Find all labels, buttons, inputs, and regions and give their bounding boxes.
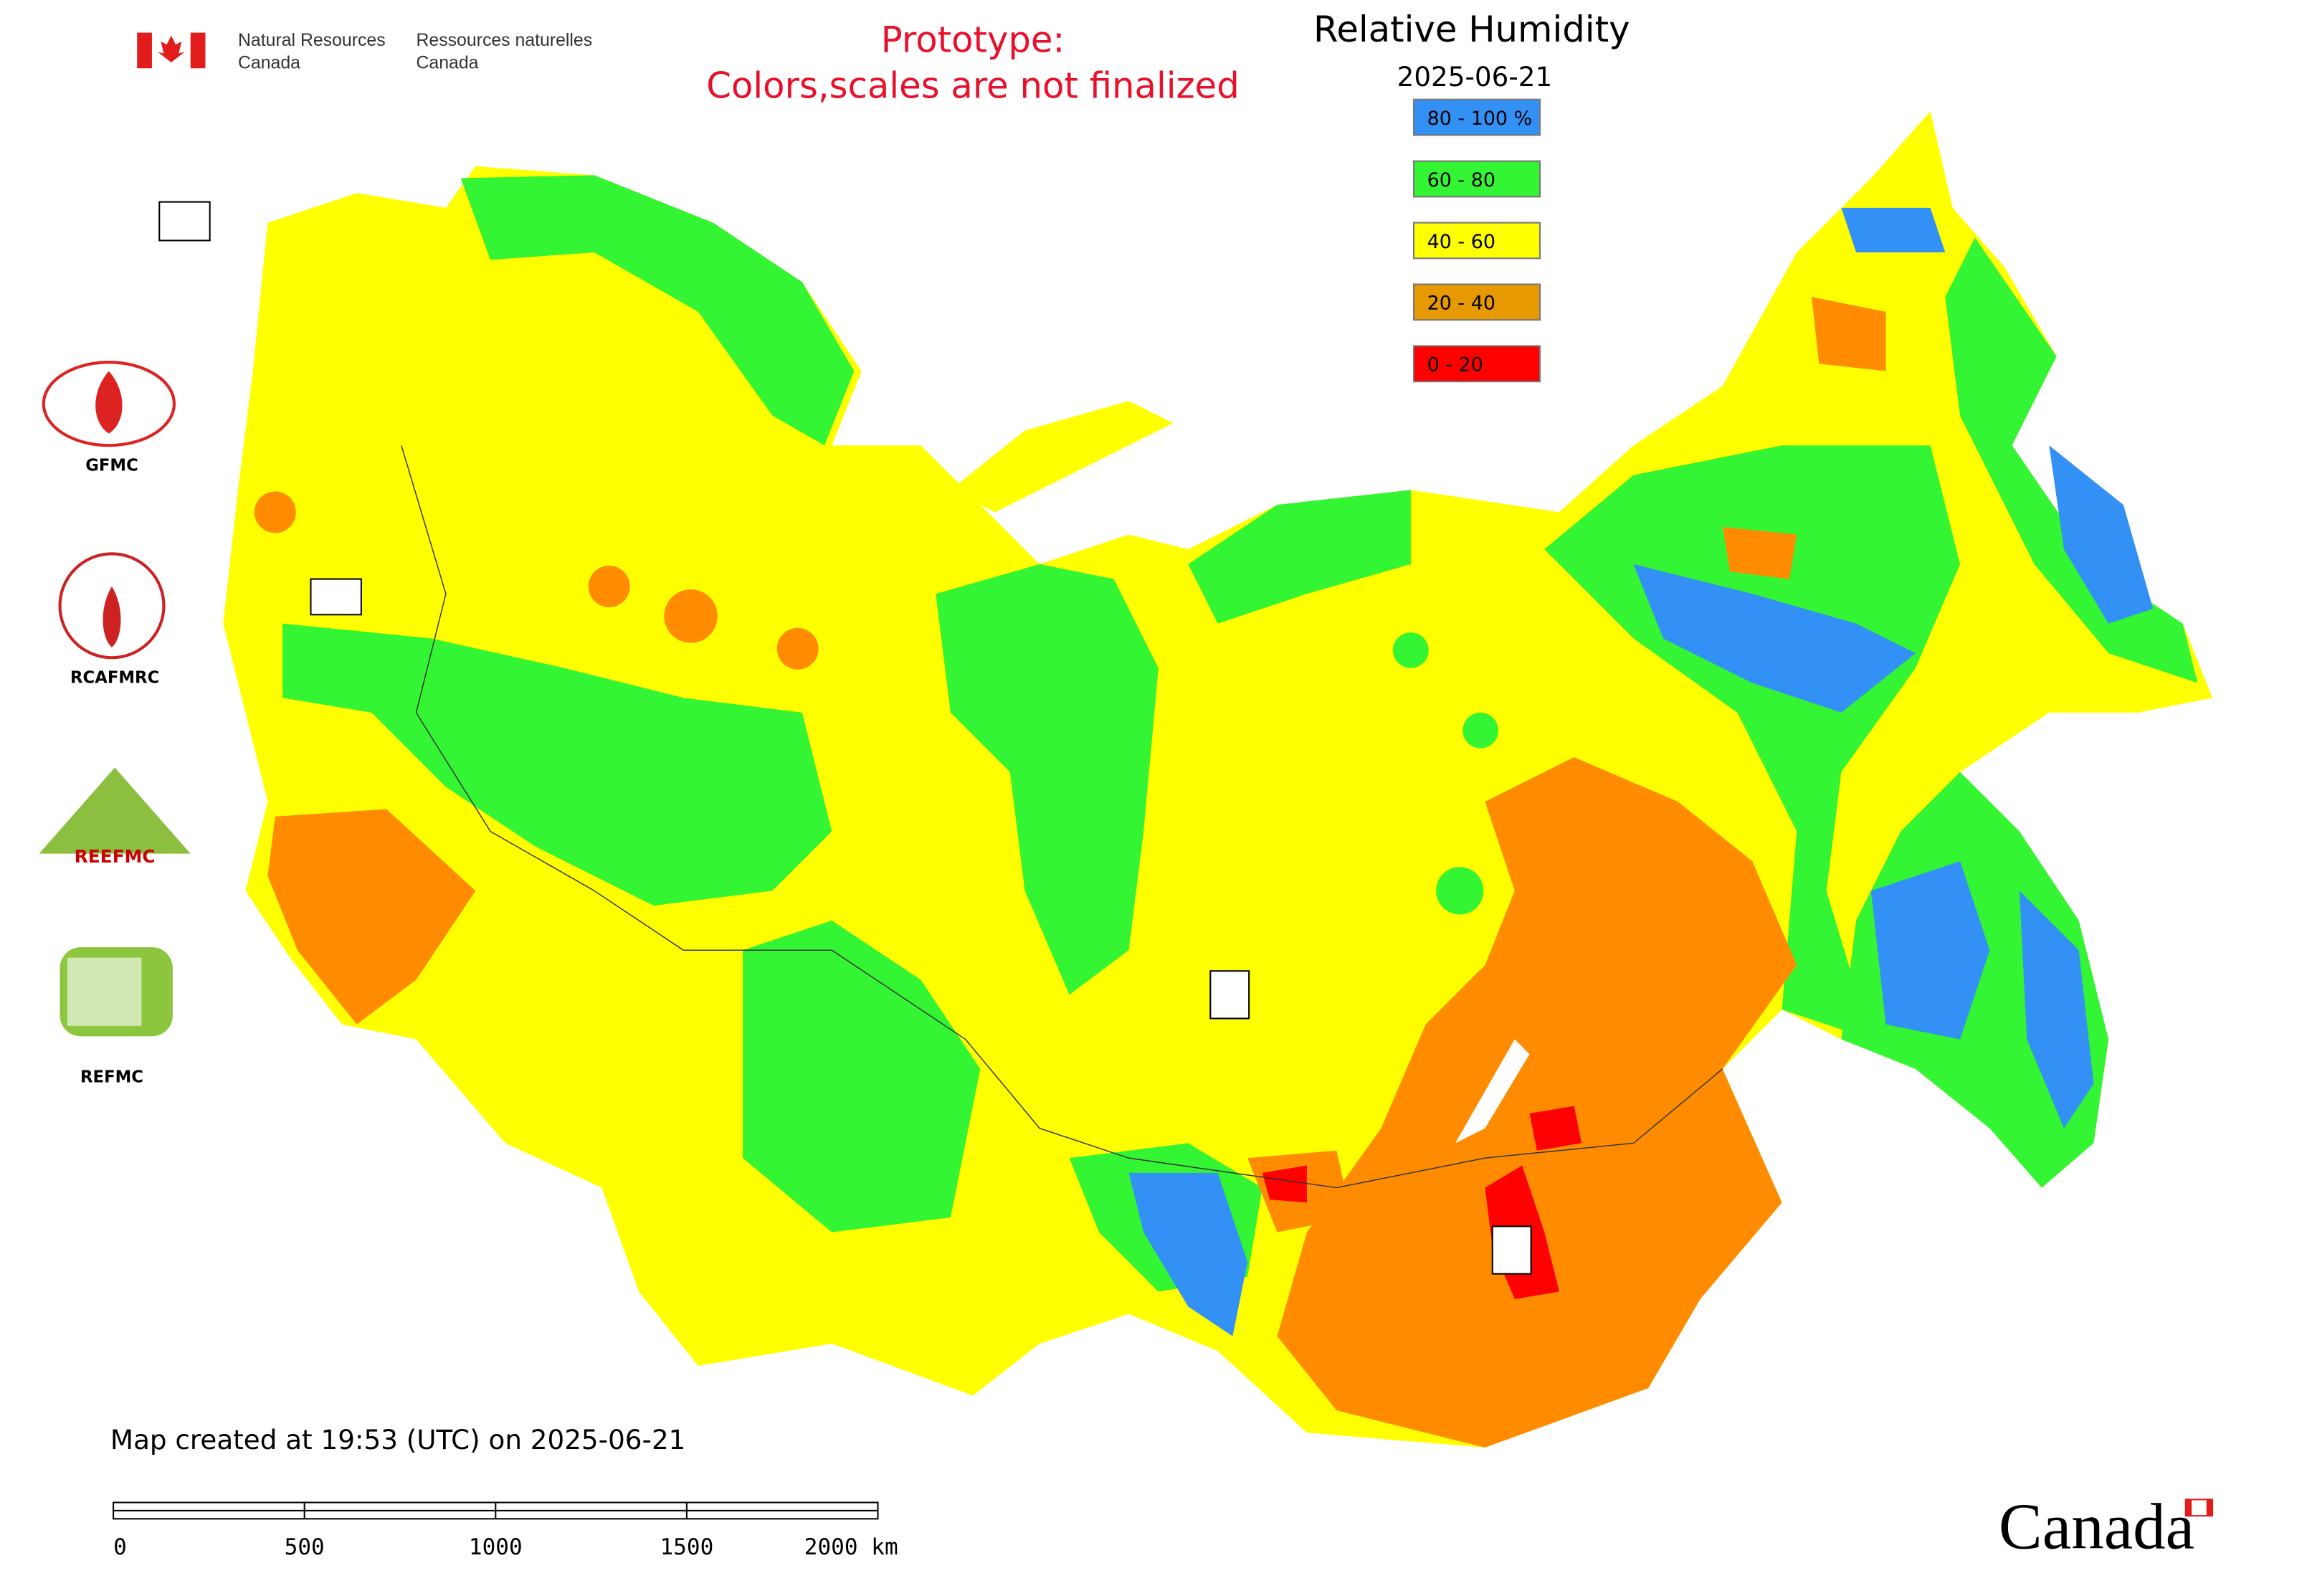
region: [1277, 757, 1797, 1448]
scale-label: 1500: [660, 1534, 713, 1560]
region: [1722, 527, 1797, 579]
maple-leaf: [158, 35, 185, 62]
island: [950, 401, 1174, 513]
border: [594, 890, 1723, 1189]
region: [588, 565, 630, 607]
region: [936, 564, 1159, 995]
created-note: Map created at 19:53 (UTC) on 2025-06-21: [110, 1424, 685, 1455]
legend-label: 40 - 60: [1427, 231, 1495, 253]
scale-label: 1000: [469, 1534, 523, 1560]
canada-wordmark: Canada: [1999, 1491, 2194, 1563]
flame: [103, 586, 121, 647]
agency-fr: Canada: [417, 53, 479, 72]
reefmc-logo: [39, 767, 191, 854]
region: [1870, 861, 1990, 1040]
legend-swatch: [1412, 283, 1541, 321]
logo-label: GFMC: [85, 456, 138, 475]
legend-label: 60 - 80: [1427, 169, 1495, 191]
region: [2019, 890, 2094, 1129]
logo-label: RCAFMRC: [70, 669, 159, 688]
region: [1128, 1172, 1248, 1336]
region: [1811, 297, 1886, 371]
legend-title: Relative Humidity: [1313, 9, 1630, 50]
region: [2049, 445, 2154, 624]
wordmark-flag-bar: [2185, 1499, 2192, 1516]
region: [1841, 207, 1946, 253]
legend-swatch: [1412, 160, 1541, 198]
agency-en: Natural Resources: [238, 31, 386, 50]
region: [1436, 867, 1484, 915]
legend-swatch: [1412, 345, 1541, 383]
flag-bar: [137, 32, 152, 69]
legend-label: 20 - 40: [1427, 293, 1495, 315]
region: [282, 623, 832, 906]
region: [664, 589, 718, 643]
region: [267, 809, 476, 1025]
agency-fr: Ressources naturelles: [417, 31, 593, 50]
nrcan-signature: Natural Resources Canada Ressources natu…: [137, 31, 592, 72]
region: [1462, 712, 1499, 749]
region: [776, 627, 819, 670]
lake-baikal: [1455, 1039, 1530, 1144]
region: [254, 491, 296, 533]
wordmark-flag-bar: [2206, 1499, 2213, 1516]
region: [1633, 564, 1916, 713]
legend-swatch: [1412, 98, 1541, 136]
legend-date: 2025-06-21: [1397, 61, 1553, 92]
border: [401, 445, 595, 892]
region: [1945, 237, 2198, 683]
logo-label: REFMC: [80, 1068, 143, 1087]
center-marker: [1209, 970, 1250, 1020]
legend: 80 - 100 % 60 - 80 40 - 60 20 - 40 0 - 20: [1412, 98, 1541, 383]
region: [1262, 1165, 1307, 1203]
flame: [95, 371, 123, 434]
region: [1188, 490, 1411, 624]
notice: Prototype:: [881, 19, 1065, 60]
center-marker: [158, 201, 211, 242]
scale-label: 0: [113, 1534, 127, 1560]
scale-bar: 0 500 1000 1500 2000 km: [113, 1501, 898, 1560]
region: [743, 920, 981, 1232]
refmc-logo-part: [67, 957, 142, 1026]
scale-label: 500: [285, 1534, 325, 1560]
region: [460, 175, 855, 446]
center-marker: [1491, 1225, 1532, 1275]
region: [1529, 1106, 1582, 1151]
logo-text: REEFMC: [75, 846, 156, 867]
legend-swatch: [1412, 222, 1541, 260]
map: [223, 111, 2213, 1448]
legend-label: 0 - 20: [1427, 354, 1483, 376]
flag-bar: [190, 32, 206, 69]
region: [1393, 632, 1429, 668]
notice: Colors,scales are not finalized: [706, 65, 1239, 107]
center-marker: [310, 578, 362, 616]
logos: GFMC RCAFMRC REEFMC REFMC: [39, 361, 191, 1087]
legend-label: 80 - 100 %: [1427, 108, 1533, 130]
agency-en: Canada: [238, 53, 300, 72]
scale-label: 2000 km: [804, 1534, 898, 1560]
